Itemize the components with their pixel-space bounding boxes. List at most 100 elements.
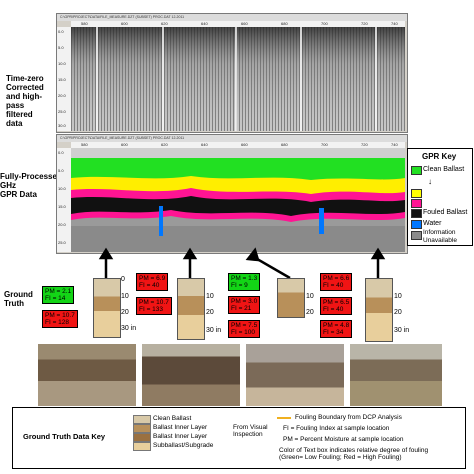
gpr-key-title: GPR Key	[422, 152, 457, 161]
y-tick: 0.0	[58, 29, 64, 34]
processed-gpr-radargram[interactable]	[71, 148, 405, 252]
fully-processed-label: Fully-Processed GHz GPR Data	[0, 172, 62, 199]
gt-legend-item: Ballast Inner Layer	[153, 433, 208, 440]
yellow-swatch	[411, 189, 422, 198]
depth-label: 10	[121, 293, 129, 300]
gpr-key-item: Fouled Ballast	[423, 209, 468, 216]
site-photo-1	[38, 344, 136, 406]
unavailable-swatch	[411, 231, 422, 240]
color-note: Color of Text box indicates relative deg…	[279, 447, 429, 461]
clean-ballast-swatch	[411, 166, 422, 175]
depth-label: 30 in	[394, 327, 410, 334]
sample-box-3a: PM = 1.3 FI = 9	[228, 273, 261, 291]
core-4	[365, 278, 393, 342]
x-tick: 740	[391, 21, 398, 26]
depth-label: 30 in	[121, 325, 137, 332]
x-tick: 740	[391, 142, 398, 147]
depth-label: 10	[206, 293, 214, 300]
gpr-key-item: Information Unavailable	[423, 229, 457, 244]
depth-label: 20	[394, 309, 402, 316]
y-tick: 20.0	[58, 93, 66, 98]
sample-box-3c: PM = 7.5 FI = 100	[228, 320, 261, 338]
x-tick: 660	[241, 21, 248, 26]
depth-label: 20	[306, 309, 314, 316]
clean-ballast-swatch	[133, 415, 151, 424]
depth-label: 30 in	[206, 327, 222, 334]
depth-label: 0	[121, 276, 125, 283]
gpr-key-item: Water	[423, 220, 442, 227]
y-tick: 0.0	[58, 150, 64, 155]
site-photo-2	[142, 344, 240, 406]
x-tick: 640	[201, 142, 208, 147]
y-tick: 30.0	[58, 123, 66, 128]
x-tick: 660	[241, 142, 248, 147]
depth-label: 10	[306, 293, 314, 300]
y-tick: 10.0	[58, 186, 66, 191]
x-tick: 580	[81, 142, 88, 147]
core-2	[177, 278, 205, 340]
gpr-key: GPR Key Clean Ballast ↓ Fouled Ballast W…	[407, 148, 473, 246]
sample-box-4b: PM = 6.5 FI = 40	[320, 297, 353, 315]
x-tick: 720	[361, 21, 368, 26]
raw-gpr-window-title: C:\GPR\PROJECT\DATA\FILE_MEASURE.DZT (SU…	[57, 14, 407, 21]
ballast-inner-swatch	[133, 424, 151, 433]
pm-definition: PM = Percent Moisture at sample location	[283, 436, 404, 443]
processed-gpr-window[interactable]: C:\GPR\PROJECT\DATA\FILE_MEASURE.DZT (SU…	[56, 134, 408, 254]
raw-gpr-window[interactable]: C:\GPR\PROJECT\DATA\FILE_MEASURE.DZT (SU…	[56, 13, 408, 133]
depth-label: 10	[394, 293, 402, 300]
x-tick: 600	[121, 21, 128, 26]
y-tick: 15.0	[58, 77, 66, 82]
from-visual-label: From Visual Inspection	[233, 424, 268, 438]
y-tick: 20.0	[58, 222, 66, 227]
x-tick: 580	[81, 21, 88, 26]
gt-legend-item: Ballast Inner Layer	[153, 424, 208, 431]
sample-box-1b: PM = 10.7 FI = 128	[42, 310, 78, 328]
x-tick: 720	[361, 142, 368, 147]
sample-box-3b: PM = 3.0 FI = 21	[228, 296, 261, 314]
gpr-key-item: Clean Ballast	[423, 166, 465, 173]
arrow-down-icon: ↓	[428, 177, 432, 186]
processed-gpr-window-title: C:\GPR\PROJECT\DATA\FILE_MEASURE.DZT (SU…	[57, 135, 407, 142]
sample-box-4c: PM = 4.8 FI = 34	[320, 320, 353, 338]
x-tick: 700	[321, 142, 328, 147]
raw-gpr-radargram[interactable]	[71, 27, 405, 131]
water-swatch	[411, 220, 422, 229]
fouling-boundary-line	[277, 417, 291, 419]
fi-definition: FI = Fouling Index at sample location	[283, 425, 390, 432]
x-tick: 620	[161, 142, 168, 147]
x-tick: 600	[121, 142, 128, 147]
time-zero-label: Time-zero Corrected and high- pass filte…	[6, 74, 44, 128]
sample-box-2b: PM = 10.7 FI = 133	[136, 297, 172, 315]
pink-swatch	[411, 199, 422, 208]
x-tick: 620	[161, 21, 168, 26]
raw-gpr-x-axis: 580 600 620 640 660 680 700 720 740	[71, 21, 405, 27]
y-tick: 25.0	[58, 240, 66, 245]
raw-gpr-y-axis: 0.0 5.0 10.0 15.0 20.0 25.0 30.0	[57, 27, 71, 131]
sample-box-1a: PM = 2.1 FI = 14	[42, 286, 75, 304]
x-tick: 680	[281, 21, 288, 26]
gt-legend-item: Subballast/Subgrade	[153, 442, 214, 449]
site-photo-3	[246, 344, 344, 406]
y-tick: 5.0	[58, 45, 64, 50]
ground-truth-label: Ground Truth	[4, 290, 33, 308]
x-tick: 640	[201, 21, 208, 26]
depth-label: 20	[121, 309, 129, 316]
site-photo-4	[350, 344, 442, 406]
y-tick: 15.0	[58, 204, 66, 209]
core-3	[277, 278, 305, 318]
ground-truth-key: Ground Truth Data Key Clean Ballast Ball…	[12, 407, 466, 469]
processed-gpr-x-axis: 580 600 620 640 660 680 700 720 740	[71, 142, 405, 148]
fouled-ballast-swatch	[411, 209, 422, 218]
x-tick: 680	[281, 142, 288, 147]
fouling-boundary-label: Fouling Boundary from DCP Analysis	[295, 414, 402, 421]
depth-label: 20	[206, 309, 214, 316]
y-tick: 10.0	[58, 61, 66, 66]
ballast-inner-swatch-2	[133, 433, 151, 442]
y-tick: 25.0	[58, 109, 66, 114]
subballast-swatch	[133, 442, 151, 451]
sample-box-2a: PM = 6.9 FI = 40	[136, 273, 169, 291]
core-1	[93, 278, 121, 338]
gt-key-title: Ground Truth Data Key	[23, 432, 106, 441]
x-tick: 700	[321, 21, 328, 26]
